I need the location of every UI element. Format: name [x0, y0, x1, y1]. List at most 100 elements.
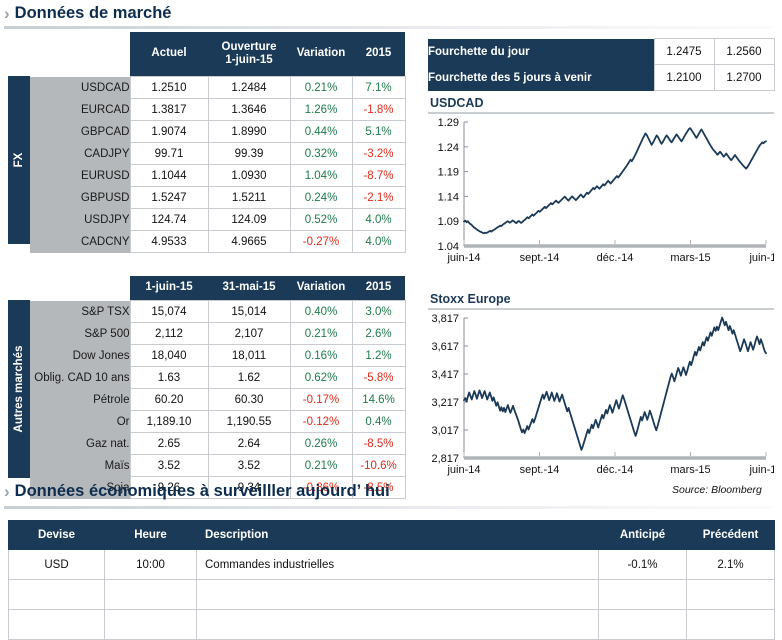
section-title-market-data-label: Données de marché	[14, 4, 172, 22]
other-header-previous: 31-mai-15	[208, 276, 290, 301]
fx-cell-variation: 0.52%	[289, 208, 353, 231]
other-cell-2015: -10.6%	[351, 454, 406, 477]
fx-cell-variation: 1.26%	[289, 98, 353, 121]
fx-row-label: USDCAD	[30, 76, 130, 99]
chart-usdcad-title: USDCAD	[430, 96, 484, 110]
group-bar-fx-label: FX	[13, 152, 25, 168]
chart-stoxx-plot: 2,817 3,017 3,217 3,417 3,617 3,817 juin-14 sep…	[428, 312, 774, 480]
fx-row-label: CADJPY	[30, 142, 130, 165]
fx-cell-actuel: 1.2510	[129, 76, 209, 99]
table-row: USDCAD 1.2510 1.2484 0.21% 7.1%	[30, 76, 406, 99]
other-table-body: S&P TSX 15,074 15,014 0.40% 3.0% S&P 500 2,112…	[30, 300, 406, 499]
other-cell-2015: 0.4%	[351, 410, 406, 433]
x-tick-label: juin-14	[446, 252, 480, 264]
section-divider-bottom	[4, 506, 774, 509]
table-row: EURCAD 1.3817 1.3646 1.26% -1.8%	[30, 98, 406, 121]
fx-cell-variation: 0.44%	[289, 120, 353, 143]
table-row: Or 1,189.10 1,190.55 -0.12% 0.4%	[30, 410, 406, 433]
other-cell-previous: 9.34	[207, 476, 291, 499]
fx-cell-ouverture: 99.39	[207, 142, 291, 165]
fx-cell-2015: 4.0%	[351, 230, 406, 253]
fx-cell-2015: -2.1%	[351, 186, 406, 209]
other-row-label: Dow Jones	[30, 344, 130, 367]
other-cell-variation: -0.86%	[289, 476, 353, 499]
fx-cell-2015: -3.2%	[351, 142, 406, 165]
x-tick-label: déc.-14	[597, 464, 634, 476]
y-tick-label: 1.09	[438, 216, 459, 228]
fx-cell-actuel: 99.71	[129, 142, 209, 165]
fx-row-label: CADCNY	[30, 230, 130, 253]
other-cell-previous: 60.30	[207, 388, 291, 411]
other-cell-previous: 15,014	[207, 300, 291, 323]
other-cell-variation: 0.16%	[289, 344, 353, 367]
economic-cell-precedent: 2.1%	[686, 549, 775, 580]
table-row: Pétrole 60.20 60.30 -0.17% 14.6%	[30, 388, 406, 411]
other-cell-2015: -8.5%	[351, 432, 406, 455]
fx-cell-actuel: 1.1044	[129, 164, 209, 187]
x-tick-label: juin-15	[748, 252, 774, 264]
other-cell-2015: 1.2%	[351, 344, 406, 367]
fourchette-cell-high: 1.2700	[713, 64, 775, 91]
other-cell-2015: -8.5%	[351, 476, 406, 499]
other-cell-2015: 14.6%	[351, 388, 406, 411]
fx-cell-actuel: 1.5247	[129, 186, 209, 209]
y-tick-label: 3,617	[431, 341, 459, 353]
other-cell-variation: 0.21%	[289, 322, 353, 345]
fx-cell-2015: 4.0%	[351, 208, 406, 231]
chart-usdcad-plot: 1.04 1.09 1.14 1.19 1.24 1.29 juin-14 sept.-14 d…	[428, 116, 774, 268]
y-tick-label: 1.24	[438, 142, 459, 154]
economic-cell-devise: USD	[8, 549, 105, 580]
other-row-label: Maïs	[30, 454, 130, 477]
fx-header-ouverture-line1: Ouverture	[221, 40, 277, 53]
other-row-label: S&P TSX	[30, 300, 130, 323]
section-divider-top	[4, 26, 774, 29]
x-tick-label: juin-14	[446, 464, 480, 476]
fx-row-label: USDJPY	[30, 208, 130, 231]
fx-cell-2015: -1.8%	[351, 98, 406, 121]
other-row-label: S&P 500	[30, 322, 130, 345]
x-tick-label: mars-15	[670, 464, 710, 476]
economic-cell-description: Commandes industrielles	[196, 549, 599, 580]
table-row: Gaz nat. 2.65 2.64 0.26% -8.5%	[30, 432, 406, 455]
fx-cell-ouverture: 1.3646	[207, 98, 291, 121]
other-cell-2015: 2.6%	[351, 322, 406, 345]
chart0-svg: 1.04 1.09 1.14 1.19 1.24 1.29 juin-14 sept.-14 d…	[438, 117, 774, 264]
table-row: Soja 9.26 9.34 -0.86% -8.5%	[30, 476, 406, 499]
economic-header-anticipe: Anticipé	[598, 520, 687, 550]
economic-cell-anticipe	[598, 579, 687, 610]
chart1-svg: 2,817 3,017 3,217 3,417 3,617 3,817 juin-14 sep…	[431, 313, 774, 476]
fourchette-cell-low: 1.2100	[653, 64, 715, 91]
fx-table: Actuel Ouverture 1-juin-15 Variation 201…	[30, 32, 406, 253]
x-tick-label: sept.-14	[520, 252, 560, 264]
other-cell-previous: 1.62	[207, 366, 291, 389]
economic-header-heure: Heure	[104, 520, 197, 550]
other-cell-previous: 1,190.55	[207, 410, 291, 433]
other-cell-current: 2.65	[129, 432, 209, 455]
y-tick-label: 3,817	[431, 313, 459, 325]
fx-header-ouverture-line2: 1-juin-15	[225, 54, 273, 66]
other-cell-current: 2,112	[129, 322, 209, 345]
table-row: CADJPY 99.71 99.39 0.32% -3.2%	[30, 142, 406, 165]
fx-cell-actuel: 1.9074	[129, 120, 209, 143]
x-tick-label: déc.-14	[597, 252, 634, 264]
fourchette-row-label: Fourchette des 5 jours à venir	[428, 64, 654, 91]
fx-cell-variation: -0.27%	[289, 230, 353, 253]
fourchette-table: Fourchette du jour 1.2475 1.2560 Fourchette…	[428, 38, 775, 91]
table-row: Dow Jones 18,040 18,011 0.16% 1.2%	[30, 344, 406, 367]
fx-cell-2015: 7.1%	[351, 76, 406, 99]
other-header-2015: 2015	[352, 276, 405, 301]
table-row: GBPUSD 1.5247 1.5211 0.24% -2.1%	[30, 186, 406, 209]
fx-cell-ouverture: 4.9665	[207, 230, 291, 253]
table-row: S&P TSX 15,074 15,014 0.40% 3.0%	[30, 300, 406, 323]
economic-cell-precedent	[686, 579, 775, 610]
economic-cell-description	[196, 609, 599, 640]
economic-cell-anticipe	[598, 609, 687, 640]
other-header-blank	[30, 276, 130, 301]
other-cell-variation: 0.40%	[289, 300, 353, 323]
other-cell-variation: 0.21%	[289, 454, 353, 477]
fx-row-label: GBPUSD	[30, 186, 130, 209]
economic-header-row: Devise Heure Description Anticipé Précéd…	[8, 520, 775, 550]
group-bar-other-markets: Autres marchés	[8, 300, 30, 478]
fx-header-blank	[30, 32, 130, 77]
